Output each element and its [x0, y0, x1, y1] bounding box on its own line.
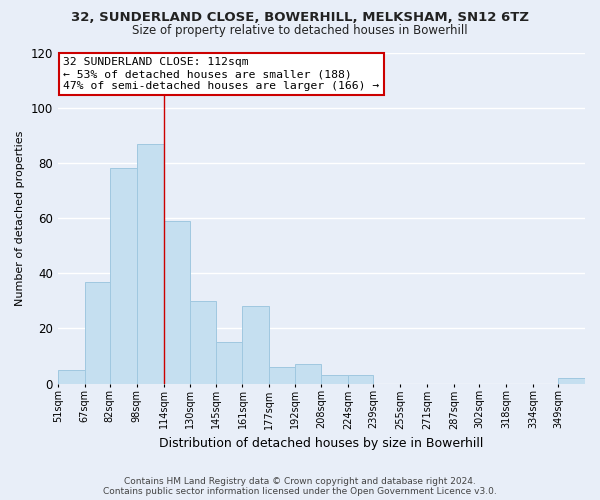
- Bar: [164, 221, 190, 384]
- Text: Contains HM Land Registry data © Crown copyright and database right 2024.
Contai: Contains HM Land Registry data © Crown c…: [103, 476, 497, 496]
- Bar: [137, 144, 164, 384]
- Text: 32, SUNDERLAND CLOSE, BOWERHILL, MELKSHAM, SN12 6TZ: 32, SUNDERLAND CLOSE, BOWERHILL, MELKSHA…: [71, 11, 529, 24]
- Bar: [242, 306, 269, 384]
- Text: Size of property relative to detached houses in Bowerhill: Size of property relative to detached ho…: [132, 24, 468, 37]
- Bar: [322, 376, 348, 384]
- X-axis label: Distribution of detached houses by size in Bowerhill: Distribution of detached houses by size …: [159, 437, 484, 450]
- Y-axis label: Number of detached properties: Number of detached properties: [15, 130, 25, 306]
- Bar: [269, 367, 295, 384]
- Bar: [58, 370, 85, 384]
- Bar: [190, 301, 215, 384]
- Text: 32 SUNDERLAND CLOSE: 112sqm
← 53% of detached houses are smaller (188)
47% of se: 32 SUNDERLAND CLOSE: 112sqm ← 53% of det…: [63, 58, 379, 90]
- Bar: [348, 376, 373, 384]
- Bar: [110, 168, 137, 384]
- Bar: [295, 364, 322, 384]
- Bar: [558, 378, 585, 384]
- Bar: [85, 282, 110, 384]
- Bar: [215, 342, 242, 384]
